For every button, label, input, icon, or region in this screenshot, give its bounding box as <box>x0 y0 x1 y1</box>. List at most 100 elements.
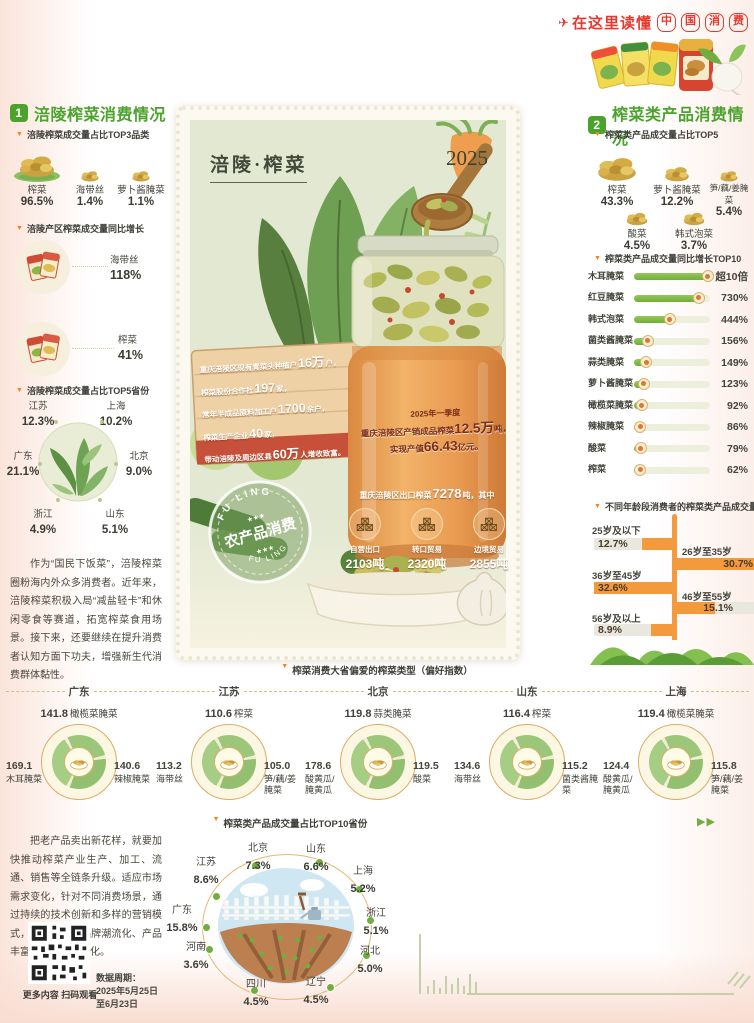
dot <box>56 498 60 502</box>
top10-provinces-chart: 江苏 8.6% 北京 7.3% 山东 6.6% 上海 5.2% 浙江 5.1% 河北 5.0… <box>160 843 392 1013</box>
tagline-boxed-char: 中 <box>657 13 676 32</box>
preference-panel: 北京 119.8 蒜类腌菜 178.6 酸黄瓜/腌黄瓜 119.5 酸菜 <box>305 684 451 830</box>
top5-item: 萝卜酱腌菜 12.2% <box>650 142 704 208</box>
province-label: 北京 9.0% <box>125 451 153 478</box>
dot <box>98 498 102 502</box>
province-share-label: 浙江 5.1% <box>363 908 389 937</box>
pickle-pile-icon <box>663 164 691 182</box>
bar-row: 辣椒腌菜 86% <box>588 420 748 434</box>
dot <box>355 885 364 894</box>
pickle-pile-icon <box>595 153 639 182</box>
dot <box>326 983 335 992</box>
dot <box>212 892 221 901</box>
growth-top10-chart: 木耳腌菜 超10倍 红豆腌菜 730% 韩式泡菜 444% 菌类酱腌菜 156%… <box>588 266 748 481</box>
preference-panel: 江苏 110.6 榨菜 113.2 海带丝 105.0 笋/藕/姜腌菜 <box>156 684 302 830</box>
top5-item: 韩式泡菜 3.7% <box>668 202 720 252</box>
pickle-dish-icon <box>517 755 537 770</box>
export-item: 自营出口 2103吨 <box>336 508 394 572</box>
qr-code <box>28 922 90 984</box>
pickle-pile-icon <box>625 210 649 226</box>
province-share-label: 上海 5.2% <box>350 866 376 895</box>
growth-label: 榨菜 41% <box>118 335 144 362</box>
crates-icon <box>480 517 498 532</box>
triangle-marker-icon: ▼ <box>16 131 23 138</box>
pickle-packets-icon <box>23 247 63 287</box>
province-label: 江苏 12.3% <box>21 401 55 428</box>
preference-donut <box>340 724 416 800</box>
leader-line <box>72 266 108 267</box>
bar-row: 酸菜 79% <box>588 442 748 455</box>
data-period: 数据周期： 2025年5月25日 至6月23日 <box>96 973 159 1010</box>
pickle-dish-icon <box>368 755 388 770</box>
age-bar: 32.6% <box>594 582 672 594</box>
section1-badge: 1 <box>10 104 28 122</box>
age-distribution-chart: 25岁及以下 12.7% 26岁至35岁 30.7% 36岁至45岁 32.6%… <box>590 514 754 666</box>
top3-categories: 榨菜 96.5% 海带丝 1.4% 萝卜酱腌菜 1.1% <box>8 146 168 208</box>
age-bar: 8.9% <box>594 624 672 636</box>
province-share-label: 广东 15.8% <box>166 905 198 934</box>
pickle-badge-icon <box>634 463 647 476</box>
province-label: 山东 5.1% <box>101 509 129 536</box>
crates-icon <box>418 517 436 532</box>
preference-panel: 上海 119.4 橄榄菜腌菜 124.4 酸黄瓜/腌黄瓜 115.8 笋/藕/姜腌菜 <box>603 684 749 830</box>
svg-text:★★★: ★★★ <box>255 544 275 556</box>
top10-provinces-heading: ▼ 榨菜类产品成交量占比TOP10省份 <box>212 816 368 830</box>
triangle-marker-icon: ▼ <box>281 663 289 670</box>
top5-provinces-heading: ▼ 涪陵榨菜成交量占比TOP5省份 <box>16 386 150 396</box>
province-share-label: 江苏 8.6% <box>193 857 219 886</box>
dot <box>38 462 42 466</box>
growth-item-illustration <box>16 240 70 294</box>
bar-row: 橄榄菜腌菜 92% <box>588 399 748 412</box>
tagline-text: 在这里读懂 <box>571 15 652 32</box>
pickle-pile-icon <box>131 169 151 182</box>
dot <box>100 420 104 424</box>
pickle-plate-icon <box>13 150 61 182</box>
stamp-year: 2025 <box>446 146 488 170</box>
province-share-label: 山东 6.6% <box>303 844 329 873</box>
triangle-marker-icon: ▼ <box>16 225 23 232</box>
pickle-badge-icon <box>634 442 647 455</box>
bar-row: 韩式泡菜 444% <box>588 313 748 326</box>
qr-caption: 更多内容 扫码观看 <box>22 990 98 1000</box>
growth-label: 海带丝 118% <box>110 255 142 282</box>
growth-heading: ▼ 涪陵产区榨菜成交量同比增长 <box>16 224 144 234</box>
preference-section-title: ▼ 榨菜消费大省偏爱的榨菜类型（偏好指数） <box>281 663 473 677</box>
province-share-label: 北京 7.3% <box>245 843 271 872</box>
stamp-illustration <box>190 120 506 648</box>
bar-row: 萝卜酱腌菜 123% <box>588 377 748 391</box>
dot <box>315 858 324 867</box>
province-share-label: 河北 5.0% <box>357 946 383 975</box>
preference-donut <box>191 724 267 800</box>
triangle-marker-icon: ▼ <box>212 816 220 823</box>
pickle-badge-icon <box>663 313 676 326</box>
growth-top10-heading: ▼ 榨菜类产品成交量同比增长TOP10 <box>594 254 742 264</box>
export-stats: 重庆涪陵区出口榨菜7278吨，其中 自营出口 2103吨 转口贸易 2320吨 … <box>336 486 518 572</box>
export-item: 边境贸易 2855吨 <box>460 508 518 572</box>
age-bar: 12.7% <box>594 538 672 550</box>
svg-text:★★★: ★★★ <box>246 512 266 524</box>
grass-illustration <box>590 633 754 665</box>
preference-panel: 广东 141.8 橄榄菜腌菜 169.1 木耳腌菜 140.6 辣椒腌菜 <box>6 684 152 830</box>
pickle-products-photo <box>590 39 746 95</box>
audio-bars-decoration <box>419 934 751 995</box>
bar-row: 木耳腌菜 超10倍 <box>588 270 748 284</box>
province-share-label: 辽宁 4.5% <box>303 977 329 1006</box>
growth-item-illustration <box>16 322 70 376</box>
pickle-badge-icon <box>640 356 653 369</box>
dot <box>205 945 214 954</box>
bar-row: 红豆腌菜 730% <box>588 291 748 305</box>
tagline-boxed-char: 费 <box>729 13 748 32</box>
section2-title: 2 榨菜类产品消费情况 <box>588 101 754 149</box>
top5-item: 榨菜 43.3% <box>588 142 646 208</box>
section1-paragraph: 作为“国民下饭菜”，涪陵榨菜圈粉海内外众多消费者。近年来，涪陵榨菜积极入局“减盐… <box>10 559 162 681</box>
province-label: 浙江 4.9% <box>29 509 57 536</box>
top5-item: 笋/藕/姜腌菜 5.4% <box>706 142 752 218</box>
quarter-results: 2025年一季度 重庆涪陵区产销成品榨菜12.5万吨， 实现产值66.43亿元。 <box>351 405 521 459</box>
plane-icon: ✈ <box>558 14 569 30</box>
age-bar: 30.7% <box>677 558 754 570</box>
section2-badge: 2 <box>588 116 606 134</box>
fuling-seal: FU LING FU LING ★★★ 农产品消费 ★★★ <box>208 480 312 584</box>
pickle-pile-icon <box>719 169 739 182</box>
top3-item: 海带丝 1.4% <box>66 146 114 208</box>
